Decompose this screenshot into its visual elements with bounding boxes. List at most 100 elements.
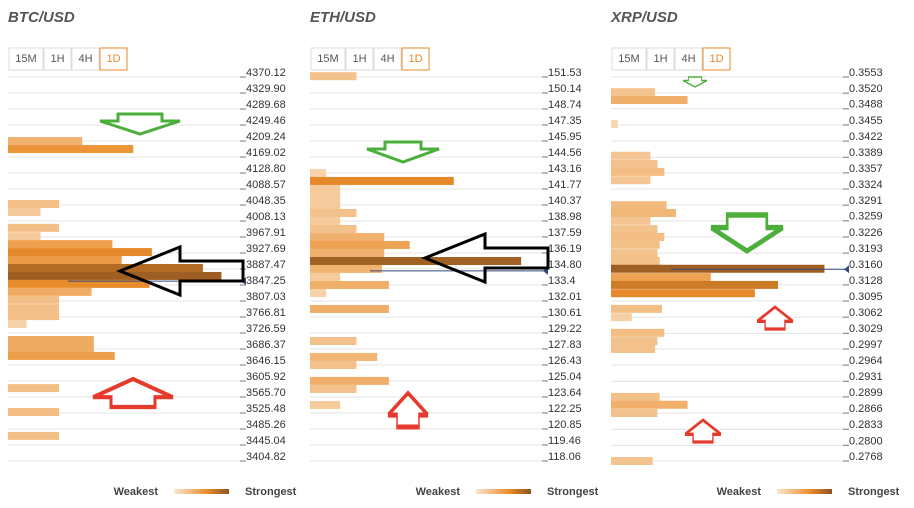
bar — [8, 137, 83, 146]
bar — [611, 289, 755, 298]
y-tick-label: 3927.69 — [246, 243, 286, 255]
y-tick-label: 3605.92 — [246, 371, 286, 383]
y-tick-label: 3565.70 — [246, 387, 286, 399]
y-tick-label: 150.14 — [548, 83, 582, 95]
red-arrow — [756, 305, 794, 331]
y-tick-label: 4289.68 — [246, 99, 286, 111]
legend-high: Strongest — [547, 486, 599, 498]
y-tick-label: 0.2866 — [849, 403, 883, 415]
y-tick-label: 118.06 — [548, 451, 581, 463]
y-tick-label: 3766.81 — [246, 307, 286, 319]
y-tick-label: 141.77 — [548, 179, 582, 191]
y-tick-label: 0.2800 — [849, 435, 883, 447]
y-tick-label: 0.2833 — [849, 419, 883, 431]
y-tick-label: 0.2997 — [849, 339, 883, 351]
green-arrow — [366, 140, 440, 164]
y-tick-label: 140.37 — [548, 195, 582, 207]
tab — [373, 47, 402, 71]
y-tick-label: 0.3062 — [849, 307, 883, 319]
tab — [8, 47, 44, 71]
legend-high: Strongest — [848, 486, 900, 498]
chart-title: ETH/USD — [310, 9, 376, 26]
y-tick-label: 4008.13 — [246, 211, 286, 223]
bar — [310, 289, 327, 298]
y-tick-label: 3726.59 — [246, 323, 286, 335]
tab-label: 1H — [50, 53, 64, 65]
plots: BTC/USD 15M 1H 4H 1D 4370.12 4329.90 4289.68 424… — [8, 9, 900, 498]
y-tick-label: 0.3095 — [849, 291, 883, 303]
y-tick-label: 0.2931 — [849, 371, 883, 383]
tab-label: 1D — [709, 53, 723, 65]
bar — [611, 216, 651, 225]
y-tick-label: 0.3520 — [849, 83, 883, 95]
tab-label: 15M — [618, 53, 639, 65]
green-arrow — [99, 112, 181, 136]
y-tick-label: 4048.35 — [246, 195, 286, 207]
bar — [611, 201, 667, 210]
bar — [8, 271, 222, 280]
legend-gradient — [476, 489, 531, 494]
y-tick-label: 0.3291 — [849, 195, 883, 207]
y-tick-label: 136.19 — [548, 243, 582, 255]
bar — [310, 360, 357, 369]
y-tick-label: 0.3029 — [849, 323, 883, 335]
y-tick-label: 0.2899 — [849, 387, 883, 399]
bar — [611, 249, 658, 258]
tab — [401, 47, 430, 71]
bar — [310, 184, 341, 193]
bar — [8, 351, 115, 360]
bar — [611, 409, 658, 418]
red-arrow — [684, 418, 722, 444]
bar — [310, 201, 341, 210]
y-tick-label: 119.46 — [548, 435, 581, 447]
y-tick-label: 137.59 — [548, 227, 582, 239]
y-tick-label: 3847.25 — [246, 275, 286, 287]
arrows — [92, 76, 794, 444]
y-tick-label: 0.3553 — [849, 67, 883, 79]
y-tick-label: 0.3160 — [849, 259, 883, 271]
bar — [611, 457, 653, 465]
bar — [310, 208, 357, 217]
bar — [8, 145, 134, 154]
bar — [310, 233, 385, 242]
tab — [43, 47, 72, 71]
legend-low: Weakest — [717, 486, 762, 498]
tab-label: 4H — [380, 53, 394, 65]
y-tick-label: 122.25 — [548, 403, 582, 415]
y-tick-label: 0.3193 — [849, 243, 883, 255]
bar — [8, 279, 150, 288]
y-tick-label: 127.83 — [548, 339, 582, 351]
y-tick-label: 0.3128 — [849, 275, 883, 287]
bar — [310, 304, 389, 313]
bar — [8, 263, 203, 272]
y-tick-label: 144.56 — [548, 147, 582, 159]
current-price-marker — [844, 265, 849, 274]
y-tick-label: 3967.91 — [246, 227, 286, 239]
bar — [611, 119, 618, 128]
green-arrow — [682, 76, 708, 88]
legend-gradient — [777, 489, 832, 494]
bar — [310, 248, 385, 257]
y-tick-label: 4209.24 — [246, 131, 286, 143]
y-tick-label: 143.16 — [548, 163, 582, 175]
bar — [611, 256, 660, 265]
y-tick-label: 3404.82 — [246, 451, 286, 463]
tab-label: 15M — [317, 53, 338, 65]
y-tick-label: 134.80 — [548, 259, 582, 271]
bar — [310, 240, 410, 249]
bar — [611, 208, 676, 217]
bar — [8, 287, 92, 296]
bar — [310, 72, 357, 81]
bar — [611, 273, 711, 282]
green-arrow — [710, 212, 784, 254]
bar — [310, 384, 357, 393]
chart-title: XRP/USD — [610, 9, 678, 26]
bar — [310, 281, 389, 290]
bar — [611, 240, 660, 249]
tab-label: 1H — [352, 53, 366, 65]
y-tick-label: 3525.48 — [246, 403, 286, 415]
y-tick-label: 126.43 — [548, 355, 582, 367]
tab-label: 4H — [681, 53, 695, 65]
y-tick-label: 0.3488 — [849, 99, 883, 111]
bar — [611, 304, 663, 313]
